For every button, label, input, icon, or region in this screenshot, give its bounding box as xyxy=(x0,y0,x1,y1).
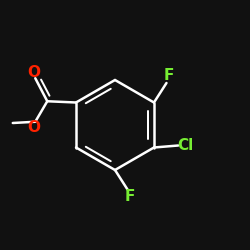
Text: Cl: Cl xyxy=(178,138,194,153)
Text: F: F xyxy=(164,68,174,84)
Text: F: F xyxy=(125,189,135,204)
Text: O: O xyxy=(27,120,40,135)
Text: O: O xyxy=(27,65,40,80)
